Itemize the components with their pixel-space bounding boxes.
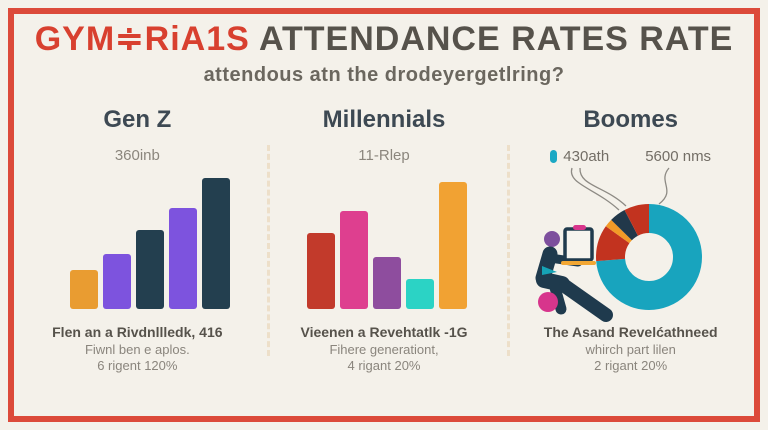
panel-sublabel-gen-z: 360inb: [114, 147, 160, 164]
panel-divider: [267, 145, 270, 356]
bar: [439, 182, 467, 309]
caption-line: The Asand Revelćathneed: [543, 324, 718, 340]
person-head: [544, 231, 561, 247]
caption-line: Fihere generationt,: [329, 341, 439, 357]
panel-boomers: Boomes 430ath 5600 nms: [507, 100, 754, 396]
brand-logo-text: GYM≑RiA1S: [34, 20, 250, 58]
panel-title-millennials: Millennials: [322, 106, 446, 133]
legend-label: 5600 nms: [645, 148, 712, 165]
legend-item: 430ath: [550, 148, 609, 165]
panel-title-gen-z: Gen Z: [103, 106, 172, 133]
panels-row: Gen Z 360inb Flen an a Rivdnllledk, 416 …: [14, 100, 754, 396]
bar: [307, 233, 335, 309]
caption-line: 2 rigant 20%: [594, 357, 668, 373]
page-title: GYM≑RiA1S ATTENDANCE RATES RATE: [0, 20, 768, 58]
panel-millennials: Millennials 11-Rlep Vieenen a Revehtatlk…: [261, 100, 508, 396]
pink-ball: [538, 292, 559, 312]
page-subtitle: attendous atn the drodeyergetlring?: [203, 63, 565, 86]
legend-item: 5600 nms: [645, 148, 711, 165]
bar: [373, 257, 401, 309]
bar: [340, 211, 368, 309]
title-text: ATTENDANCE RATES RATE: [258, 20, 734, 58]
bar: [202, 178, 231, 309]
header: GYM≑RiA1S ATTENDANCE RATES RATE attendou…: [0, 20, 768, 87]
clipboard-tray: [561, 261, 597, 265]
donut-chart-boomers: [589, 197, 709, 317]
bar: [136, 230, 165, 309]
donut-legend: 430ath 5600 nms: [507, 148, 754, 165]
panel-divider: [507, 145, 510, 356]
caption-line: Flen an a Rivdnllledk, 416: [52, 324, 223, 340]
caption-gen-z: Flen an a Rivdnllledk, 416 Fiwnl ben e a…: [14, 324, 261, 374]
clipboard-clip: [573, 225, 587, 230]
legend-dot-icon: [550, 150, 558, 163]
donut-slice-red-top: [596, 204, 703, 310]
caption-line: whirch part lilen: [585, 341, 676, 357]
clipboard-icon: [563, 227, 595, 262]
leader-lines: [571, 167, 670, 211]
bar: [169, 208, 198, 309]
teal-accent: [542, 266, 558, 275]
bar-chart-millennials: [264, 178, 511, 309]
caption-millennials: Vieenen a Revehtatlk -1G Fihere generati…: [261, 324, 508, 374]
bar: [406, 279, 434, 309]
bar: [103, 254, 132, 309]
caption-line: 6 rigent 120%: [97, 357, 178, 373]
panel-sublabel-millennials: 11-Rlep: [358, 147, 410, 164]
caption-line: Fiwnl ben e aplos.: [84, 341, 190, 357]
legend-label: 430ath: [563, 148, 610, 165]
caption-boomers: The Asand Revelćathneed whirch part lile…: [507, 324, 754, 374]
panel-gen-z: Gen Z 360inb Flen an a Rivdnllledk, 416 …: [14, 100, 261, 396]
person-with-clipboard-icon: [535, 225, 614, 322]
caption-line: Vieenen a Revehtatlk -1G: [300, 324, 468, 340]
bar: [70, 270, 99, 309]
donut-slice-red-left: [596, 204, 703, 310]
bar-chart-gen-z: [27, 178, 274, 309]
caption-line: 4 rigant 20%: [347, 357, 421, 373]
panel-title-boomers: Boomes: [583, 106, 679, 133]
